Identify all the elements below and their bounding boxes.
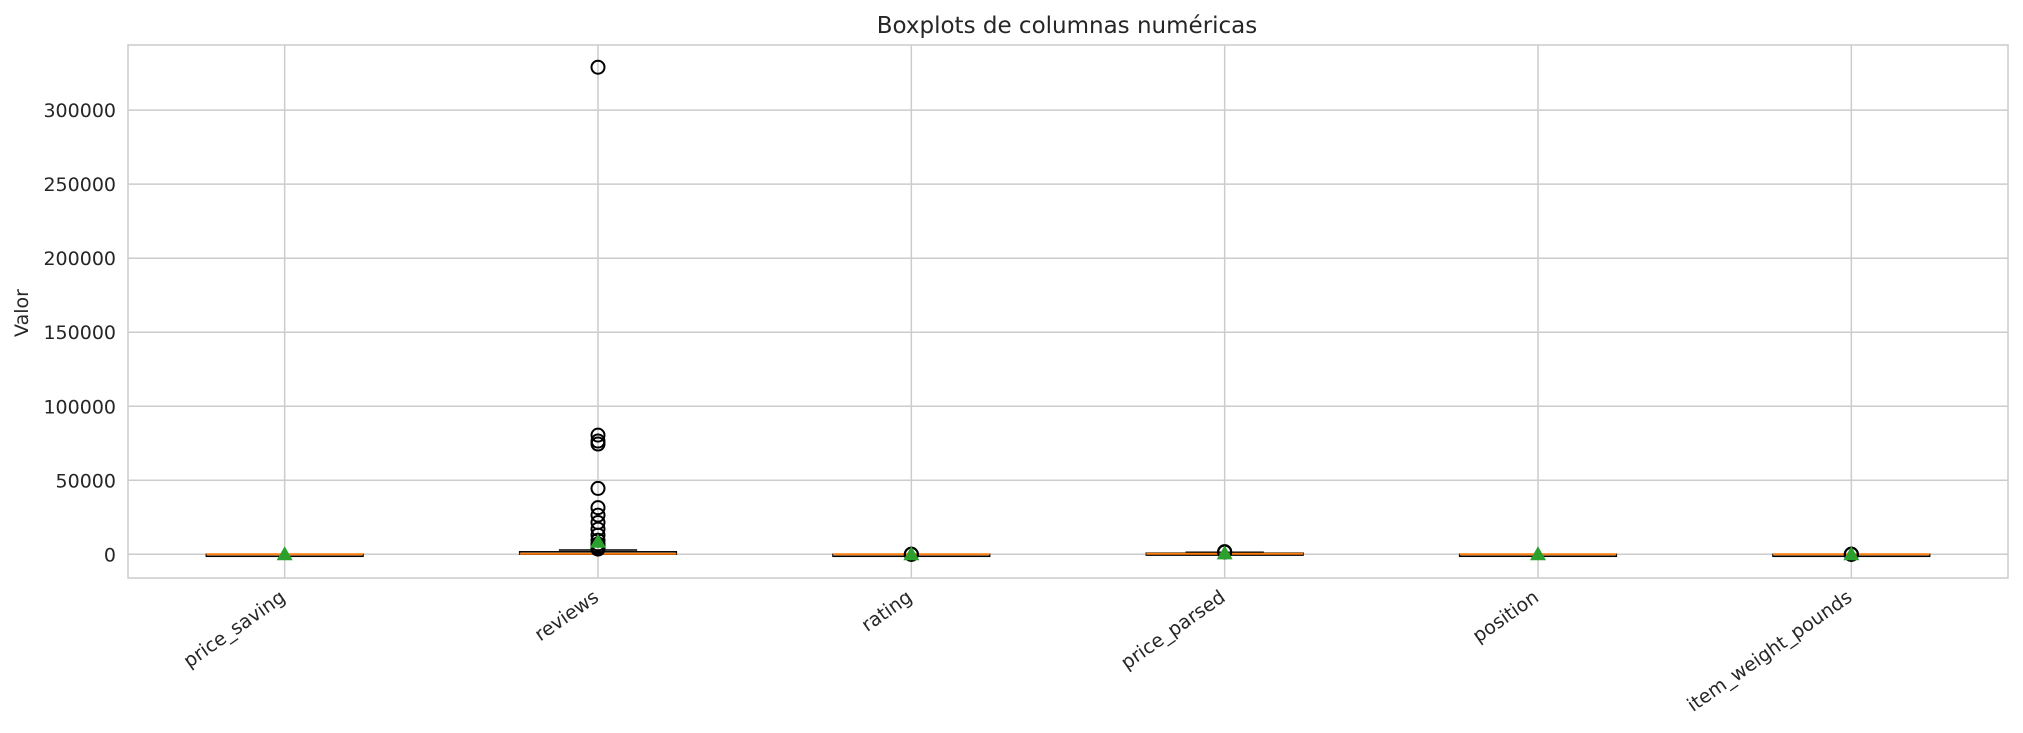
x-axis-ticks: price_saving reviews rating price_parsed pos… (179, 586, 1856, 716)
mean-marker (1216, 545, 1233, 560)
box-rating (832, 546, 991, 562)
y-tick-label: 100000 (43, 396, 116, 418)
boxes (205, 59, 1931, 562)
outlier-point (590, 436, 606, 452)
y-tick-label: 250000 (43, 174, 116, 196)
mean-marker (590, 533, 606, 548)
box-position (1458, 546, 1618, 561)
x-tick-label: position (1469, 586, 1543, 647)
chart-title: Boxplots de columnas numéricas (877, 13, 1258, 39)
y-axis-ticks: 0 50000 100000 150000 200000 250000 300000 (43, 100, 116, 566)
x-tick-label: reviews (531, 586, 603, 646)
box-item_weight_pounds (1772, 546, 1931, 562)
mean-marker (276, 546, 293, 561)
box-price_parsed (1145, 544, 1304, 560)
mean-marker (1843, 546, 1860, 561)
x-tick-label: price_saving (179, 586, 289, 672)
outlier-point (590, 427, 606, 443)
box-reviews (518, 59, 678, 557)
x-tick-label: item_weight_pounds (1683, 586, 1856, 716)
x-tick-label: price_parsed (1117, 586, 1230, 674)
y-tick-label: 150000 (43, 322, 116, 344)
outlier-point (590, 480, 606, 496)
y-tick-label: 300000 (43, 100, 116, 122)
box-price_saving (205, 546, 364, 561)
y-tick-label: 200000 (43, 248, 116, 270)
y-tick-label: 0 (104, 544, 116, 566)
mean-marker (1530, 546, 1546, 561)
x-tick-label: rating (857, 586, 916, 636)
grid-lines (128, 45, 2008, 578)
y-axis-label: Valor (11, 289, 33, 337)
y-tick-label: 50000 (56, 470, 116, 492)
plot-frame (127, 44, 2009, 579)
outlier-point (590, 507, 606, 523)
mean-marker (903, 546, 920, 561)
outlier-point (590, 500, 606, 516)
outlier-point (590, 59, 606, 75)
